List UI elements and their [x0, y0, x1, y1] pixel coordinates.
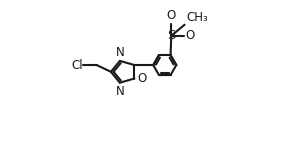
Text: N: N	[116, 85, 125, 98]
Text: O: O	[167, 9, 176, 22]
Text: O: O	[138, 72, 147, 85]
Text: Cl: Cl	[71, 59, 83, 72]
Text: S: S	[167, 29, 176, 42]
Text: N: N	[116, 46, 125, 59]
Text: CH₃: CH₃	[186, 11, 208, 24]
Text: O: O	[186, 29, 195, 42]
